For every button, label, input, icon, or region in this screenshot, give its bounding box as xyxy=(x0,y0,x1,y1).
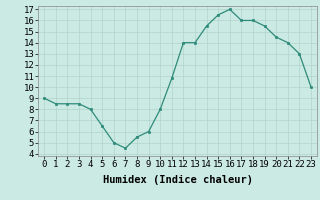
X-axis label: Humidex (Indice chaleur): Humidex (Indice chaleur) xyxy=(103,175,252,185)
